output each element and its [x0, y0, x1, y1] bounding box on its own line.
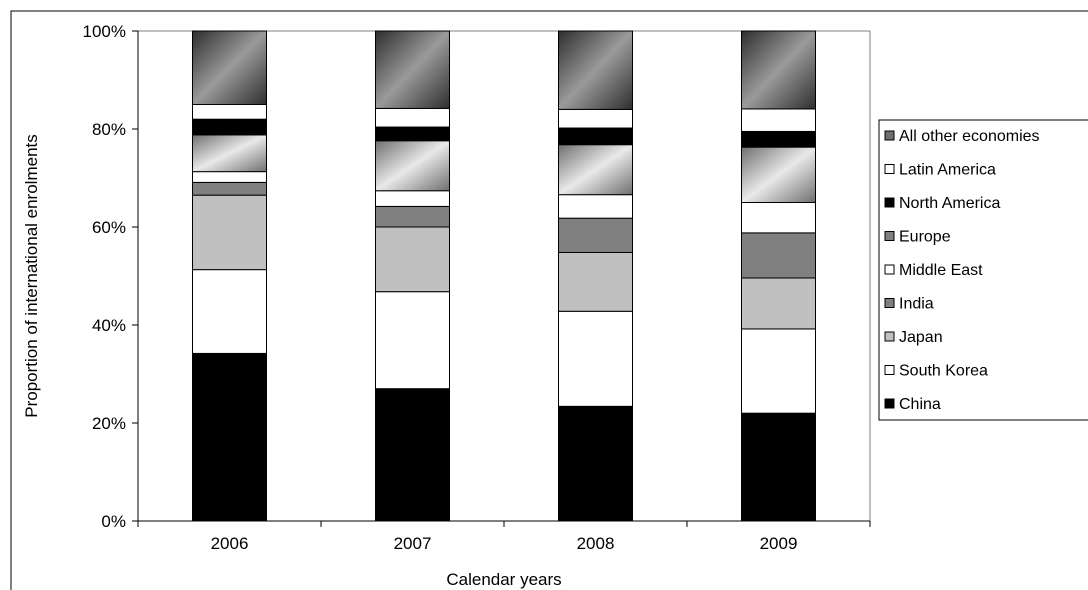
bar-segment-middle-east-2008: [558, 194, 633, 219]
x-axis-title: Calendar years: [446, 570, 561, 589]
bar-segment-japan-2008: [558, 251, 633, 312]
legend-swatch: [884, 197, 895, 208]
bar-segment-china-2009: [741, 412, 816, 522]
bar-segment-all-other-economies-2006: [192, 30, 267, 105]
bar-segment-north-america-2007: [375, 126, 450, 142]
legend-swatch: [884, 365, 895, 375]
bar-segment-china-2008: [558, 405, 633, 522]
bar-segment-south-korea-2007: [375, 291, 450, 390]
legend-label: South Korea: [899, 363, 988, 380]
bar-segment-europe-2007: [375, 140, 450, 192]
bar-segment-latin-america-2006: [192, 104, 267, 120]
legend-swatch: [884, 164, 895, 174]
bar-segment-china-2007: [375, 388, 450, 522]
bar-segment-japan-2009: [741, 277, 816, 330]
legend-swatch: [884, 331, 895, 342]
y-tick-label: 0%: [101, 512, 126, 531]
y-tick-label: 100%: [83, 22, 126, 41]
legend-label: India: [899, 296, 934, 313]
bar-segment-south-korea-2009: [741, 328, 816, 414]
bar-segment-all-other-economies-2009: [741, 30, 816, 110]
x-axis-ticks: 2006 2007 2008 2009: [137, 521, 871, 553]
y-tick-label: 60%: [92, 218, 126, 237]
bar-segment-japan-2006: [192, 194, 267, 271]
bar-segment-india-2007: [375, 205, 450, 228]
bar-segment-middle-east-2007: [375, 190, 450, 207]
bar-segment-latin-america-2007: [375, 107, 450, 128]
bar-segment-north-america-2006: [192, 118, 267, 136]
legend-swatch: [884, 398, 895, 409]
y-axis-ticks: 0% 20% 40% 60% 80% 100%: [83, 22, 138, 531]
bar-segment-south-korea-2008: [558, 310, 633, 407]
bar-segment-middle-east-2009: [741, 202, 816, 234]
bar-segment-latin-america-2008: [558, 108, 633, 129]
y-axis-title: Proportion of international enrolments: [22, 134, 41, 418]
legend-label: Latin America: [899, 162, 996, 179]
legend-label: Europe: [899, 229, 951, 246]
legend-label: North America: [899, 195, 1000, 212]
bar-segment-latin-america-2009: [741, 108, 816, 132]
legend-swatch: [884, 231, 895, 241]
bar-segment-south-korea-2006: [192, 269, 267, 354]
bar-segment-china-2006: [192, 352, 267, 522]
x-tick-label: 2006: [211, 534, 249, 553]
bar-segment-north-america-2009: [741, 130, 816, 148]
bar-segment-india-2008: [558, 217, 633, 253]
legend-label: Japan: [899, 329, 943, 346]
bar-segment-europe-2009: [741, 146, 816, 204]
bar-segment-japan-2007: [375, 226, 450, 293]
bar-segment-india-2006: [192, 181, 267, 196]
x-tick-label: 2008: [577, 534, 615, 553]
legend-label: Middle East: [899, 262, 983, 279]
bar-segment-north-america-2008: [558, 127, 633, 146]
legend-label: China: [899, 396, 941, 413]
y-tick-label: 80%: [92, 120, 126, 139]
legend-box: [878, 119, 1088, 421]
legend-swatch: [884, 298, 895, 308]
chart-area-border: [10, 10, 1088, 590]
bar-segment-middle-east-2006: [192, 171, 267, 183]
y-tick-label: 20%: [92, 414, 126, 433]
bar-segment-all-other-economies-2007: [375, 30, 450, 109]
bar-segment-europe-2006: [192, 134, 267, 173]
x-tick-label: 2009: [760, 534, 798, 553]
legend-swatch: [884, 264, 895, 275]
bar-segment-india-2009: [741, 232, 816, 279]
x-tick-label: 2007: [394, 534, 432, 553]
bar-segment-all-other-economies-2008: [558, 30, 633, 110]
legend-label: All other economies: [899, 128, 1040, 145]
bar-segment-europe-2008: [558, 144, 633, 196]
legend: All other economies Latin America North Am…: [884, 128, 1040, 413]
legend-swatch: [884, 130, 895, 141]
y-tick-label: 40%: [92, 316, 126, 335]
bar-stacks: [192, 30, 816, 522]
